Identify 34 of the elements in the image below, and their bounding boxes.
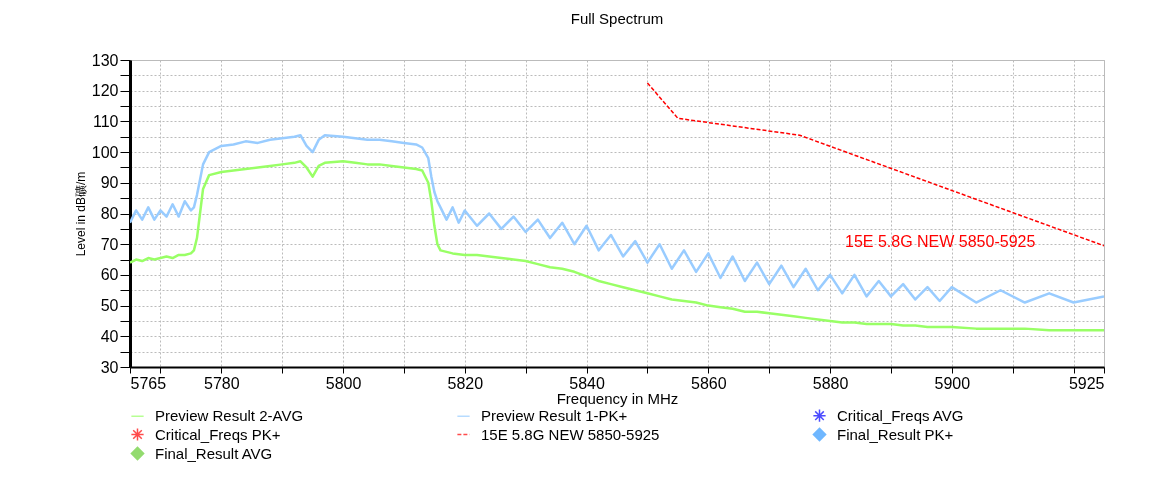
annotation: 15E 5.8G NEW 5850-5925 [845,233,1036,250]
x-tick-label: 5800 [325,374,362,392]
x-tick-label: 5925 [1068,374,1105,392]
x-tick-label: 5765 [130,374,167,392]
x-tick-label: 5860 [691,374,727,392]
chart-title: Full Spectrum [570,10,664,27]
y-tick-label: 80 [100,205,119,222]
legend-label: Final_Result AVG [155,444,273,462]
y-tick-label: 30 [100,358,119,376]
legend-label: 15E 5.8G NEW 5850-5925 [481,425,660,443]
x-tick-label: 5840 [569,374,605,392]
legend-label: Preview Result 2-AVG [155,407,304,425]
x-tick-label: 5900 [934,374,971,392]
y-tick-label: 110 [92,112,119,130]
line-series [130,133,1104,304]
y-tick-label: 120 [91,82,119,100]
y-tick-label: 90 [100,174,119,192]
legend-label: Critical_Freqs PK+ [155,425,281,443]
y-tick-label: 40 [100,327,119,345]
x-tick-label: 5880 [812,374,849,392]
x-tick-label: 5820 [447,374,484,392]
line-series [130,160,1104,332]
legend-label: Critical_Freqs AVG [837,406,964,424]
x-axis-title: Frequency in MHz [556,389,679,407]
x-tick-label: 5780 [204,374,240,392]
y-tick-label: 100 [91,143,119,161]
y-tick-label: 130 [91,51,119,69]
y-axis-title: Level in dB礦/m [73,171,88,257]
y-tick-label: 60 [100,266,119,284]
line-series [646,82,1104,247]
legend-label: Final_Result PK+ [837,425,954,443]
y-tick-label: 50 [100,297,119,315]
legend-label: Preview Result 1-PK+ [481,407,628,425]
y-tick-label: 70 [100,235,119,253]
